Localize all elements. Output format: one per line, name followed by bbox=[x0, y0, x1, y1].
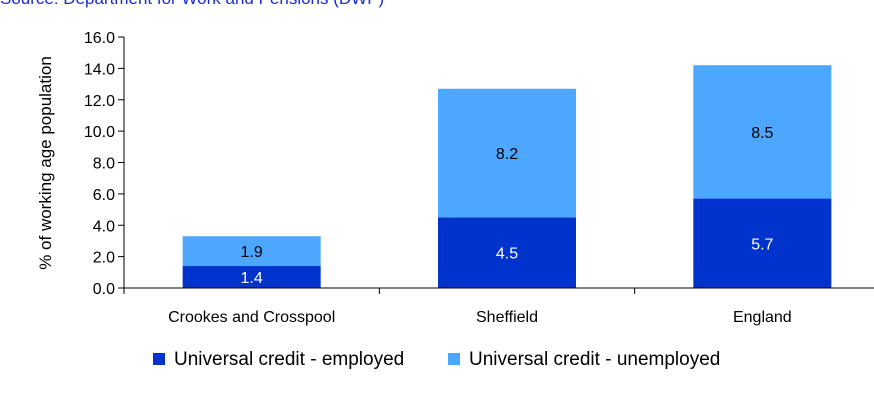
bar-segment bbox=[438, 88, 576, 218]
bar-value-label: 8.5 bbox=[751, 125, 773, 142]
chart-header-text: Source: Department for Work and Pensions… bbox=[0, 0, 384, 8]
bar-segment bbox=[182, 266, 321, 288]
bar-segment bbox=[438, 217, 576, 288]
x-category-label: Sheffield bbox=[476, 309, 538, 326]
y-tick-label: 0.0 bbox=[93, 281, 115, 298]
y-tick-label: 2.0 bbox=[93, 250, 115, 267]
x-category-label: Crookes and Crosspool bbox=[168, 309, 335, 326]
bar-segment bbox=[693, 198, 832, 288]
y-tick-label: 10.0 bbox=[84, 124, 115, 141]
y-axis: 0.0 2.0 4.0 6.0 8.0 10.0 12.0 14.0 16.0 bbox=[84, 30, 125, 298]
y-tick-label: 4.0 bbox=[93, 218, 115, 235]
bar-value-label: 1.9 bbox=[241, 244, 263, 261]
y-tick-label: 14.0 bbox=[84, 61, 115, 78]
bar-segment bbox=[182, 236, 321, 267]
legend-label: Universal credit - unemployed bbox=[469, 349, 720, 370]
bar-value-label: 5.7 bbox=[751, 236, 773, 253]
y-axis-label: % of working age population bbox=[36, 56, 55, 270]
x-category-label: England bbox=[733, 309, 792, 326]
x-axis: Crookes and Crosspool Sheffield England bbox=[123, 287, 874, 326]
legend-swatch bbox=[153, 353, 165, 365]
legend-label: Universal credit - employed bbox=[174, 349, 404, 370]
legend: Universal credit - employed Universal cre… bbox=[153, 349, 720, 370]
bar-value-label: 1.4 bbox=[241, 270, 263, 287]
y-tick-label: 12.0 bbox=[84, 93, 115, 110]
bars-group: 1.4 1.9 4.5 8.2 5.7 8.5 bbox=[182, 65, 832, 288]
legend-swatch bbox=[448, 353, 460, 365]
y-tick-label: 8.0 bbox=[93, 156, 115, 173]
bar-segment bbox=[693, 65, 832, 199]
bar-value-label: 8.2 bbox=[496, 146, 518, 163]
y-tick-label: 16.0 bbox=[84, 30, 115, 47]
y-tick-label: 6.0 bbox=[93, 187, 115, 204]
bar-value-label: 4.5 bbox=[496, 246, 518, 263]
